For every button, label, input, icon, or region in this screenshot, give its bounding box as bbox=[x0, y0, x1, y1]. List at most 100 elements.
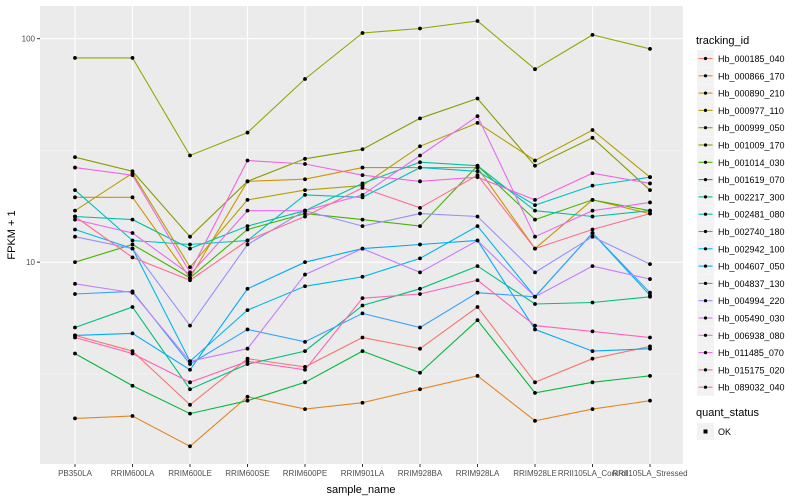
data-point bbox=[648, 175, 652, 180]
data-point bbox=[303, 211, 307, 216]
x-tick-label: RRII105LA_Control bbox=[558, 469, 628, 478]
legend-point bbox=[703, 56, 708, 61]
legend-point bbox=[703, 299, 708, 303]
legend-label: Hb_001619_070 bbox=[718, 175, 785, 185]
data-point bbox=[360, 147, 365, 152]
data-point bbox=[73, 227, 77, 232]
legend-label: Hb_000890_210 bbox=[718, 89, 785, 99]
data-point bbox=[245, 197, 250, 202]
data-point bbox=[648, 208, 652, 213]
data-point bbox=[533, 323, 537, 328]
legend-label: Hb_002942_100 bbox=[718, 244, 785, 254]
data-point bbox=[303, 407, 307, 412]
data-point bbox=[188, 359, 192, 364]
data-point bbox=[245, 179, 250, 184]
data-point bbox=[590, 349, 595, 353]
x-tick-label: RRIM901LA bbox=[341, 469, 385, 478]
data-point bbox=[245, 130, 250, 135]
legend-label: Hb_005490_030 bbox=[718, 314, 785, 324]
legend-point bbox=[703, 160, 708, 164]
data-point bbox=[648, 293, 652, 298]
y-tick-label: 100 bbox=[22, 35, 36, 44]
data-point bbox=[418, 153, 422, 158]
data-point bbox=[360, 192, 365, 197]
data-point bbox=[475, 173, 480, 178]
data-point bbox=[188, 270, 192, 275]
data-point bbox=[303, 380, 307, 385]
data-point bbox=[360, 296, 365, 301]
data-point bbox=[418, 256, 422, 261]
legend-point bbox=[703, 91, 708, 95]
data-point bbox=[648, 373, 652, 378]
data-point bbox=[130, 217, 135, 222]
data-point bbox=[533, 327, 537, 332]
data-point bbox=[303, 177, 307, 182]
data-point bbox=[130, 351, 135, 356]
data-point bbox=[188, 278, 192, 283]
data-point bbox=[303, 77, 307, 81]
data-point bbox=[73, 351, 77, 356]
legend-point bbox=[703, 229, 708, 234]
data-point bbox=[360, 311, 365, 316]
data-point bbox=[245, 394, 250, 399]
legend-point bbox=[703, 316, 708, 320]
data-point bbox=[303, 364, 307, 369]
data-point bbox=[418, 286, 422, 291]
legend-label: Hb_089032_040 bbox=[718, 383, 785, 393]
data-point bbox=[648, 262, 652, 267]
data-point bbox=[245, 224, 250, 228]
y-axis-title: FPKM + 1 bbox=[6, 210, 18, 259]
data-point bbox=[130, 195, 135, 200]
legend-point bbox=[703, 264, 708, 268]
data-point bbox=[418, 242, 422, 247]
data-point bbox=[590, 231, 595, 235]
legend-label: Hb_001009_170 bbox=[718, 141, 785, 151]
legend-label: Hb_004994_220 bbox=[718, 296, 785, 306]
legend-label: Hb_004837_130 bbox=[718, 279, 785, 289]
data-point bbox=[188, 153, 192, 158]
data-point bbox=[418, 370, 422, 375]
data-point bbox=[590, 135, 595, 140]
data-point bbox=[245, 362, 250, 366]
data-point bbox=[188, 380, 192, 385]
data-point bbox=[245, 227, 250, 232]
y-tick-label: 10 bbox=[26, 258, 35, 267]
legend-point bbox=[703, 178, 708, 182]
x-axis-title: sample_name bbox=[326, 484, 395, 496]
data-point bbox=[360, 165, 365, 170]
y-axis: 10 100 bbox=[22, 35, 40, 267]
data-point bbox=[73, 325, 77, 330]
legend-point bbox=[703, 333, 708, 337]
legend-label: Hb_001014_030 bbox=[718, 158, 785, 168]
data-point bbox=[245, 238, 250, 243]
data-point bbox=[418, 224, 422, 228]
legend-point bbox=[703, 212, 708, 216]
data-point bbox=[475, 114, 480, 119]
data-point bbox=[188, 323, 192, 328]
x-tick-label: RRIM600PE bbox=[283, 469, 327, 478]
data-point bbox=[188, 234, 192, 239]
legend-label: Hb_000999_050 bbox=[718, 123, 785, 133]
data-point bbox=[590, 183, 595, 188]
x-tick-label: RRII105LA_Stressed bbox=[612, 469, 687, 478]
quant-status-label: OK bbox=[718, 427, 731, 437]
legend: tracking_id Hb_000185_040Hb_000866_170Hb… bbox=[696, 35, 785, 440]
data-point bbox=[533, 217, 537, 222]
data-point bbox=[418, 179, 422, 184]
data-point bbox=[360, 274, 365, 279]
data-point bbox=[303, 188, 307, 193]
data-point bbox=[73, 155, 77, 160]
data-point bbox=[130, 305, 135, 309]
data-point bbox=[245, 158, 250, 163]
data-point bbox=[360, 303, 365, 308]
data-point bbox=[533, 208, 537, 213]
data-point bbox=[245, 242, 250, 247]
data-point bbox=[130, 255, 135, 260]
data-point bbox=[245, 327, 250, 332]
data-point bbox=[590, 171, 595, 176]
data-point bbox=[533, 270, 537, 275]
legend-point bbox=[703, 247, 708, 251]
data-point bbox=[360, 335, 365, 340]
data-point bbox=[590, 264, 595, 269]
legend-title: tracking_id bbox=[696, 35, 749, 47]
